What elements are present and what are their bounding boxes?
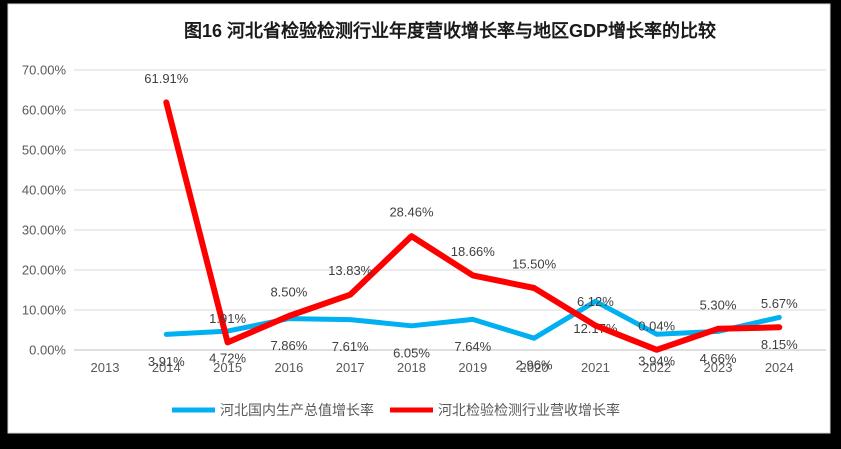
x-axis-year-label: 2019	[458, 360, 487, 375]
x-axis-year-label: 2022	[642, 360, 671, 375]
data-label: 5.30%	[700, 297, 737, 312]
data-label: 3.94%	[638, 354, 675, 369]
legend-label-gdp: 河北国内生产总值增长率	[220, 402, 374, 418]
y-axis-tick-label: 10.00%	[22, 303, 67, 318]
y-axis-tick-label: 30.00%	[22, 223, 67, 238]
data-label: 4.66%	[700, 351, 737, 366]
y-axis-tick-label: 40.00%	[22, 183, 67, 198]
data-label: 7.61%	[332, 339, 369, 354]
chart-panel	[7, 3, 831, 434]
data-label: 4.72%	[209, 351, 246, 366]
data-label: 3.91%	[148, 354, 185, 369]
y-axis-tick-label: 50.00%	[22, 143, 67, 158]
data-label: 13.83%	[328, 263, 373, 278]
y-axis-tick-label: 60.00%	[22, 103, 67, 118]
data-label: 0.04%	[638, 318, 675, 333]
series-layer: 3.91% 4.72%7.86% 7.61% 6.05% 7.64%2.96%12.17…	[144, 71, 798, 373]
y-axis-tick-label: 70.00%	[22, 63, 67, 78]
data-label: 8.15%	[761, 337, 798, 352]
data-label: 5.67%	[761, 296, 798, 311]
x-axis-year-label: 2014	[152, 360, 181, 375]
revenue-growth-line	[163, 99, 783, 353]
y-axis-tick-label: 20.00%	[22, 263, 67, 278]
data-label: 7.64%	[454, 339, 491, 354]
data-label: 61.91%	[144, 71, 189, 86]
x-axis-year-label: 2020	[520, 360, 549, 375]
x-axis-year-label: 2018	[397, 360, 426, 375]
legend-item-gdp: 河北国内生产总值增长率	[172, 402, 374, 418]
data-label: 7.86%	[270, 338, 307, 353]
y-axis-labels: 70.00% 60.00% 50.00% 40.00% 30.00% 20.00% 10.0…	[22, 63, 67, 358]
x-axis-year-label: 2021	[581, 360, 610, 375]
data-label: 2.96%	[516, 358, 553, 373]
data-label: 18.66%	[451, 244, 496, 259]
data-label: 28.46%	[389, 205, 434, 220]
x-axis-year-label: 2023	[704, 360, 733, 375]
chart-title: 图16 河北省检验检测行业年度营收增长率与地区GDP增长率的比较	[184, 20, 716, 41]
x-axis-year-label: 2013	[91, 360, 120, 375]
data-label: 1.91%	[209, 311, 246, 326]
data-label: 6.05%	[393, 345, 430, 360]
x-axis-labels: 2013 2014 2015 2016 2017 2018 2019 2020 2021 2022…	[91, 360, 794, 375]
data-label: 8.50%	[270, 285, 307, 300]
x-axis-year-label: 2017	[336, 360, 365, 375]
x-axis-year-label: 2024	[765, 360, 794, 375]
x-axis-year-label: 2015	[213, 360, 242, 375]
x-axis-year-label: 2016	[274, 360, 303, 375]
legend-item-revenue: 河北检验检测行业营收增长率	[390, 402, 620, 418]
legend-label-revenue: 河北检验检测行业营收增长率	[438, 402, 620, 418]
y-axis-tick-label: 0.00%	[29, 343, 66, 358]
legend: 河北国内生产总值增长率 河北检验检测行业营收增长率	[172, 402, 620, 418]
data-label: 15.50%	[512, 257, 557, 272]
data-label: 6.12%	[577, 294, 614, 309]
